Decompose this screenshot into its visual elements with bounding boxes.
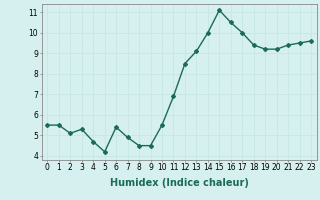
X-axis label: Humidex (Indice chaleur): Humidex (Indice chaleur) [110,178,249,188]
